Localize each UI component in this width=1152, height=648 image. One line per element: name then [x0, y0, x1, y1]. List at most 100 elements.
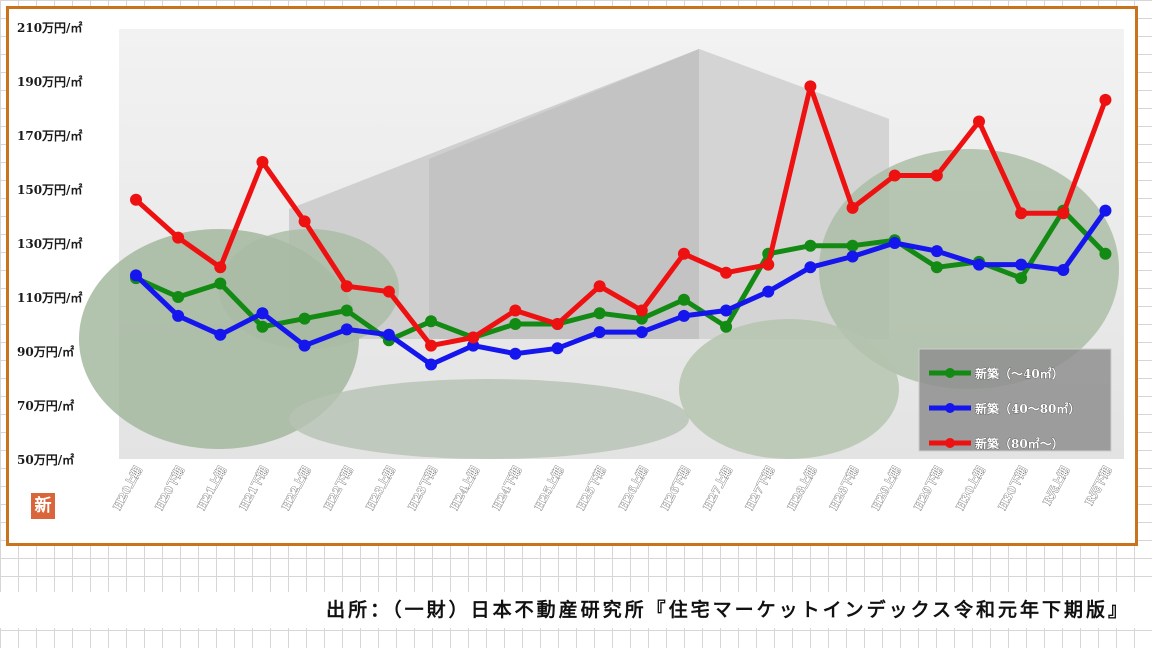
line-chart: 50万円/㎡ 70万円/㎡ 90万円/㎡ 110万円/㎡ 130万円/㎡ 150万円/㎡ 1…: [17, 20, 1124, 513]
y-tick-label: 90万円/㎡: [17, 344, 74, 359]
x-tick-label: H30下期: [995, 464, 1030, 513]
series-point: [846, 239, 859, 252]
series-point: [1057, 207, 1070, 220]
series-point: [172, 309, 185, 322]
series-2: [130, 80, 1112, 352]
series-point: [1015, 258, 1028, 271]
series-point: [256, 320, 269, 333]
plot-background-photo: [79, 29, 1124, 459]
x-tick-label: H22下期: [321, 464, 356, 513]
x-tick-label: H20上期: [110, 464, 145, 513]
y-tick-label: 190万円/㎡: [17, 74, 82, 89]
series-point: [593, 280, 606, 293]
series-point: [425, 358, 438, 371]
series-line: [133, 83, 1108, 349]
chart-legend: 新築（～40㎡） 新築（40～80㎡） 新築（80㎡～）: [918, 348, 1112, 452]
x-tick-label: H20下期: [152, 464, 187, 513]
series-point: [1057, 264, 1070, 276]
y-tick-label: 50万円/㎡: [17, 452, 74, 467]
series-point: [593, 326, 606, 339]
series-point: [720, 266, 733, 279]
x-tick-label: H28下期: [826, 464, 861, 513]
series-point: [677, 293, 690, 306]
series-point: [425, 315, 438, 328]
legend-marker: [945, 403, 955, 413]
series-point: [635, 326, 648, 339]
x-tick-label: H27上期: [700, 464, 735, 513]
x-tick-label: H23上期: [363, 464, 398, 513]
y-tick-label: 130万円/㎡: [17, 236, 82, 251]
series-point: [130, 193, 142, 206]
y-tick-label: 110万円/㎡: [17, 290, 82, 305]
series-point: [804, 261, 817, 274]
series-point: [551, 318, 564, 330]
series-point: [930, 169, 943, 182]
series-point: [509, 347, 522, 360]
x-tick-label: H29上期: [869, 464, 904, 513]
series-point: [340, 280, 353, 293]
x-tick-label: H28上期: [784, 464, 819, 513]
series-line: [133, 208, 1108, 367]
series-point: [214, 261, 227, 274]
x-tick-label: H21上期: [194, 464, 229, 513]
x-tick-label: H26上期: [616, 464, 651, 513]
series-point: [551, 342, 564, 355]
series-point: [1099, 204, 1112, 217]
x-tick-label: H24上期: [447, 464, 482, 513]
series-point: [214, 328, 227, 341]
series-1: [130, 204, 1112, 371]
series-point: [467, 331, 480, 344]
x-tick-label: H21下期: [236, 464, 271, 513]
y-tick-label: 210万円/㎡: [17, 20, 82, 35]
source-note: 出所：（一財）日本不動産研究所『住宅マーケットインデックス令和元年下期版』: [0, 592, 1152, 628]
series-point: [172, 231, 185, 244]
series-point: [340, 304, 353, 317]
x-tick-label: R元下期: [1082, 464, 1114, 508]
series-point: [1015, 272, 1028, 285]
legend-marker: [945, 368, 955, 378]
series-point: [930, 245, 943, 258]
series-point: [762, 258, 775, 271]
series-point: [635, 304, 648, 317]
x-tick-label: H30上期: [953, 464, 988, 513]
x-tick-label: H22上期: [278, 464, 313, 513]
series-point: [888, 237, 901, 249]
x-tick-label: H26下期: [658, 464, 693, 513]
legend-marker: [945, 438, 955, 448]
series-point: [1015, 207, 1028, 220]
series-line: [133, 208, 1108, 343]
y-tick-label: 170万円/㎡: [17, 128, 82, 143]
x-tick-label: H24下期: [489, 464, 524, 513]
series-layer: [130, 80, 1112, 371]
series-point: [804, 80, 817, 93]
series-point: [256, 156, 269, 168]
series-point: [888, 169, 901, 182]
legend-label: 新築（80㎡～）: [975, 436, 1064, 451]
series-point: [340, 323, 353, 336]
logo-badge: 新: [31, 493, 55, 519]
series-point: [1099, 93, 1112, 106]
series-point: [846, 201, 859, 214]
series-point: [677, 309, 690, 322]
series-point: [973, 115, 985, 128]
series-point: [930, 261, 943, 274]
x-tick-label: H23下期: [405, 464, 440, 513]
legend-label: 新築（～40㎡）: [975, 366, 1064, 381]
series-point: [256, 307, 269, 320]
series-point: [172, 291, 185, 303]
series-point: [804, 239, 817, 252]
series-point: [382, 285, 395, 298]
series-point: [298, 215, 311, 228]
series-point: [593, 307, 606, 320]
series-point: [298, 339, 311, 352]
series-point: [425, 339, 438, 352]
series-point: [382, 328, 395, 341]
series-point: [509, 318, 522, 330]
x-tick-label: H29下期: [911, 464, 946, 513]
x-tick-label: R元上期: [1040, 464, 1072, 508]
series-point: [762, 285, 775, 298]
series-point: [1099, 247, 1112, 260]
x-tick-label: H27下期: [742, 464, 777, 513]
series-point: [130, 269, 142, 282]
y-tick-label: 70万円/㎡: [17, 398, 74, 413]
